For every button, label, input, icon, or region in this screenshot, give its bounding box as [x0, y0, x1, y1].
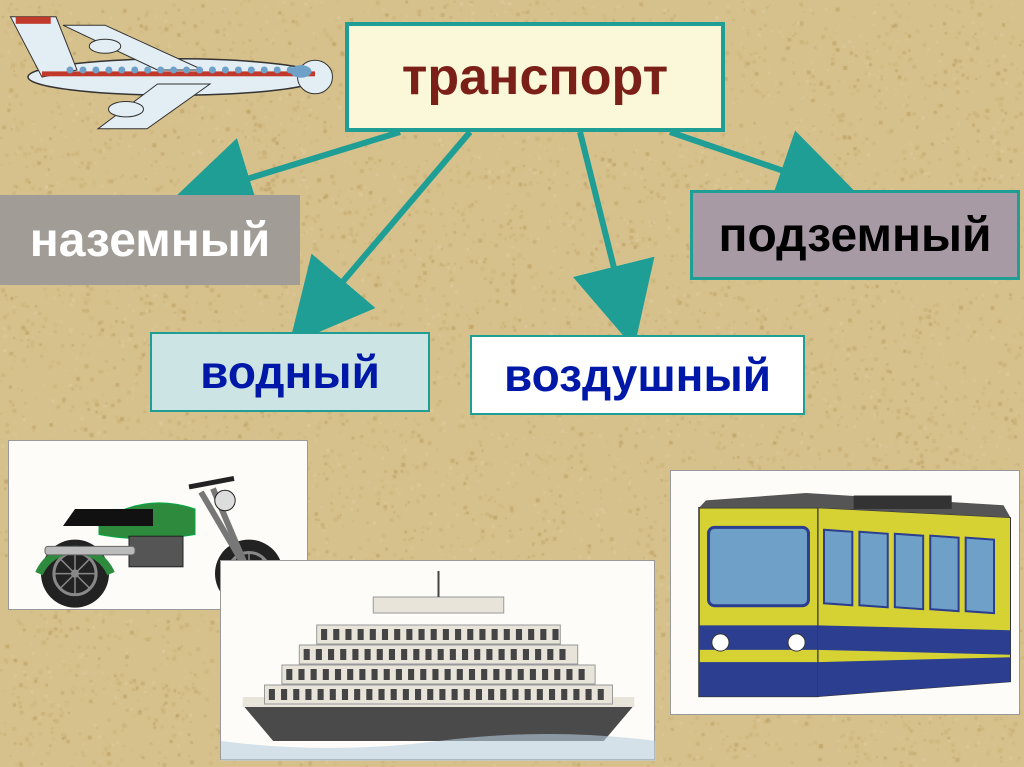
arrow-0	[185, 132, 400, 198]
arrow-1	[300, 132, 470, 332]
vehicle-airplane	[0, 0, 350, 140]
root-box: транспорт	[345, 22, 725, 132]
arrow-2	[580, 132, 630, 332]
vehicle-train	[670, 470, 1020, 715]
train-icon	[671, 471, 1021, 716]
diagram-canvas: транспорт наземный водный воздушный подземны…	[0, 0, 1024, 767]
ship-icon	[221, 561, 656, 761]
branch-box-ground-label: наземный	[30, 213, 271, 268]
branch-box-underground-label: подземный	[718, 208, 991, 263]
branch-box-water-label: водный	[200, 345, 380, 399]
root-box-label: транспорт	[402, 47, 668, 107]
arrow-3	[670, 132, 845, 192]
airplane-icon	[0, 0, 350, 140]
branch-box-water: водный	[150, 332, 430, 412]
branch-box-underground: подземный	[690, 190, 1020, 280]
vehicle-ship	[220, 560, 655, 760]
branch-box-ground: наземный	[0, 195, 300, 285]
branch-box-air: воздушный	[470, 335, 805, 415]
branch-box-air-label: воздушный	[504, 348, 771, 402]
